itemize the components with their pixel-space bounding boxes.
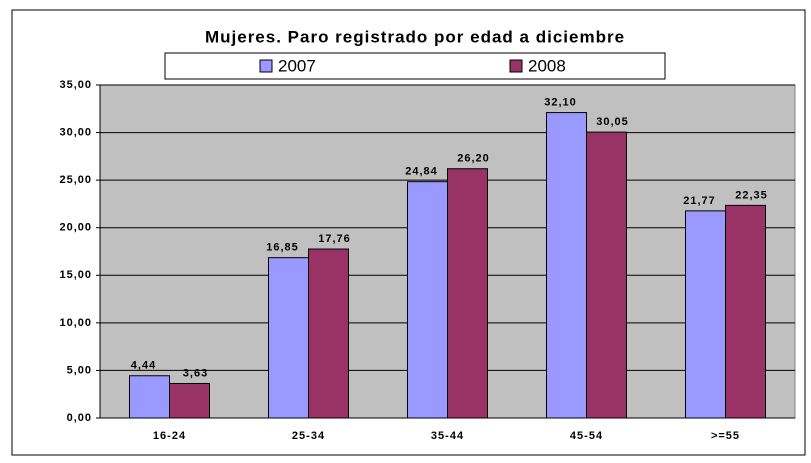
y-tick-label: 15,00 [59,269,92,281]
bar [447,168,488,419]
bar [586,131,627,419]
x-tick-label: 45-54 [570,430,603,442]
bar [169,382,210,419]
value-label: 22,35 [735,189,768,201]
chart-title: Mujeres. Paro registrado por edad a dici… [205,27,625,46]
x-tick-label: >=55 [711,430,740,442]
bar [407,181,448,419]
value-label: 24,84 [405,166,438,178]
value-label: 32,10 [544,96,577,108]
value-label: 17,76 [318,233,351,245]
y-tick-label: 5,00 [67,364,92,376]
bar [685,210,726,419]
y-tick-label: 25,00 [59,174,92,186]
legend-swatch [509,59,523,73]
legend-label: 2007 [278,56,316,75]
value-label: 21,77 [683,195,716,207]
value-label: 4,44 [131,360,156,372]
bar [268,257,309,419]
x-tick-label: 25-34 [292,430,325,442]
legend-label: 2008 [528,56,566,75]
x-tick-label: 35-44 [431,430,464,442]
y-tick-label: 35,00 [59,79,92,91]
legend [164,52,666,80]
bar [546,112,587,419]
value-label: 3,63 [183,367,208,379]
y-tick-label: 0,00 [67,412,92,424]
y-tick-label: 10,00 [59,317,92,329]
x-tick-label: 16-24 [153,430,186,442]
y-tick-label: 20,00 [59,222,92,234]
value-label: 16,85 [266,242,299,254]
value-label: 30,05 [596,116,629,128]
value-label: 26,20 [457,153,490,165]
bar [308,248,349,419]
legend-swatch [259,59,273,73]
y-tick-label: 30,00 [59,126,92,138]
bar [725,204,766,419]
bar [129,375,170,419]
